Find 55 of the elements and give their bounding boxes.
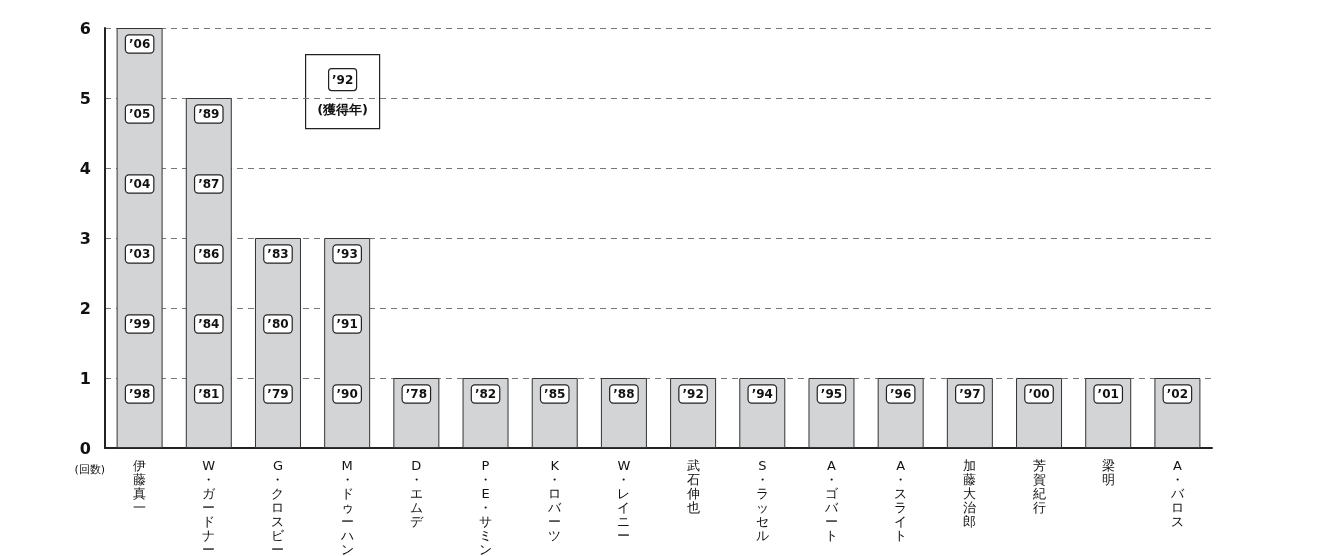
annotation: ’83 xyxy=(267,247,289,261)
annotation: ’89 xyxy=(198,107,220,121)
annotation: ’91 xyxy=(336,317,358,331)
annotation: ’85 xyxy=(544,387,566,401)
annotation: ’78 xyxy=(405,387,427,401)
annotation: ’92 xyxy=(682,387,704,401)
y-axis-title: (回数) xyxy=(74,463,105,476)
x-tick-label: 伊藤真一 xyxy=(133,457,147,515)
annotation: ’80 xyxy=(267,317,289,331)
x-tick-label: 加藤大治郎 xyxy=(963,457,977,529)
y-tick-label: 3 xyxy=(79,228,91,248)
annotation: ’98 xyxy=(128,387,151,401)
x-tick-label: K・ロバーツ xyxy=(547,457,563,543)
y-tick-label: 0 xyxy=(79,438,91,458)
annotation: ’92 xyxy=(331,72,354,87)
annotation: ’93 xyxy=(336,247,358,261)
y-tick-label: 5 xyxy=(79,88,91,108)
annotation: ’04 xyxy=(128,177,151,191)
x-tick-label: W・ガードナー xyxy=(202,457,217,556)
y-tick-label: 2 xyxy=(79,298,91,318)
annotation: ’95 xyxy=(820,387,843,401)
x-tick-label: 梁明 xyxy=(1101,457,1115,487)
x-tick-label: A・バロス xyxy=(1169,457,1185,529)
y-tick-label: 1 xyxy=(79,368,91,388)
annotation: ’81 xyxy=(198,387,220,401)
annotation: ’90 xyxy=(336,387,358,401)
annotation: ’96 xyxy=(890,387,912,401)
annotation: ’97 xyxy=(959,387,981,401)
x-tick-label: 武石伸也 xyxy=(685,457,700,515)
annotation: ’01 xyxy=(1097,387,1119,401)
annotation: (獲得年) xyxy=(317,102,369,118)
x-tick-label: D・エムデ xyxy=(409,457,424,529)
x-tick-label: A・ゴバート xyxy=(823,457,839,543)
annotation: ’06 xyxy=(128,37,151,51)
annotation: ’86 xyxy=(198,247,220,261)
annotation: ’87 xyxy=(198,177,220,191)
y-tick-label: 4 xyxy=(79,158,91,178)
annotation: ’03 xyxy=(128,247,151,261)
annotation: ’88 xyxy=(613,387,635,401)
x-tick-label: 芳賀紀行 xyxy=(1032,457,1046,515)
y-tick-label: 6 xyxy=(79,18,91,38)
annotation: ’94 xyxy=(751,387,773,401)
annotation: ’84 xyxy=(198,317,220,331)
annotation: ’02 xyxy=(1166,387,1189,401)
annotation: ’05 xyxy=(128,107,151,121)
x-tick-label: W・レイニー xyxy=(617,457,631,543)
x-tick-label: G・クロスビー xyxy=(271,457,286,556)
annotation: ’99 xyxy=(128,317,151,331)
annotation: ’82 xyxy=(474,387,497,401)
annotation: ’79 xyxy=(267,387,289,401)
x-tick-label: P・E・サミン xyxy=(479,457,493,556)
annotation: ’00 xyxy=(1028,387,1050,401)
x-tick-label: S・ラッセル xyxy=(755,457,769,543)
x-tick-label: A・スライト xyxy=(894,457,908,543)
x-tick-label: M・ドゥーハン xyxy=(339,457,354,556)
